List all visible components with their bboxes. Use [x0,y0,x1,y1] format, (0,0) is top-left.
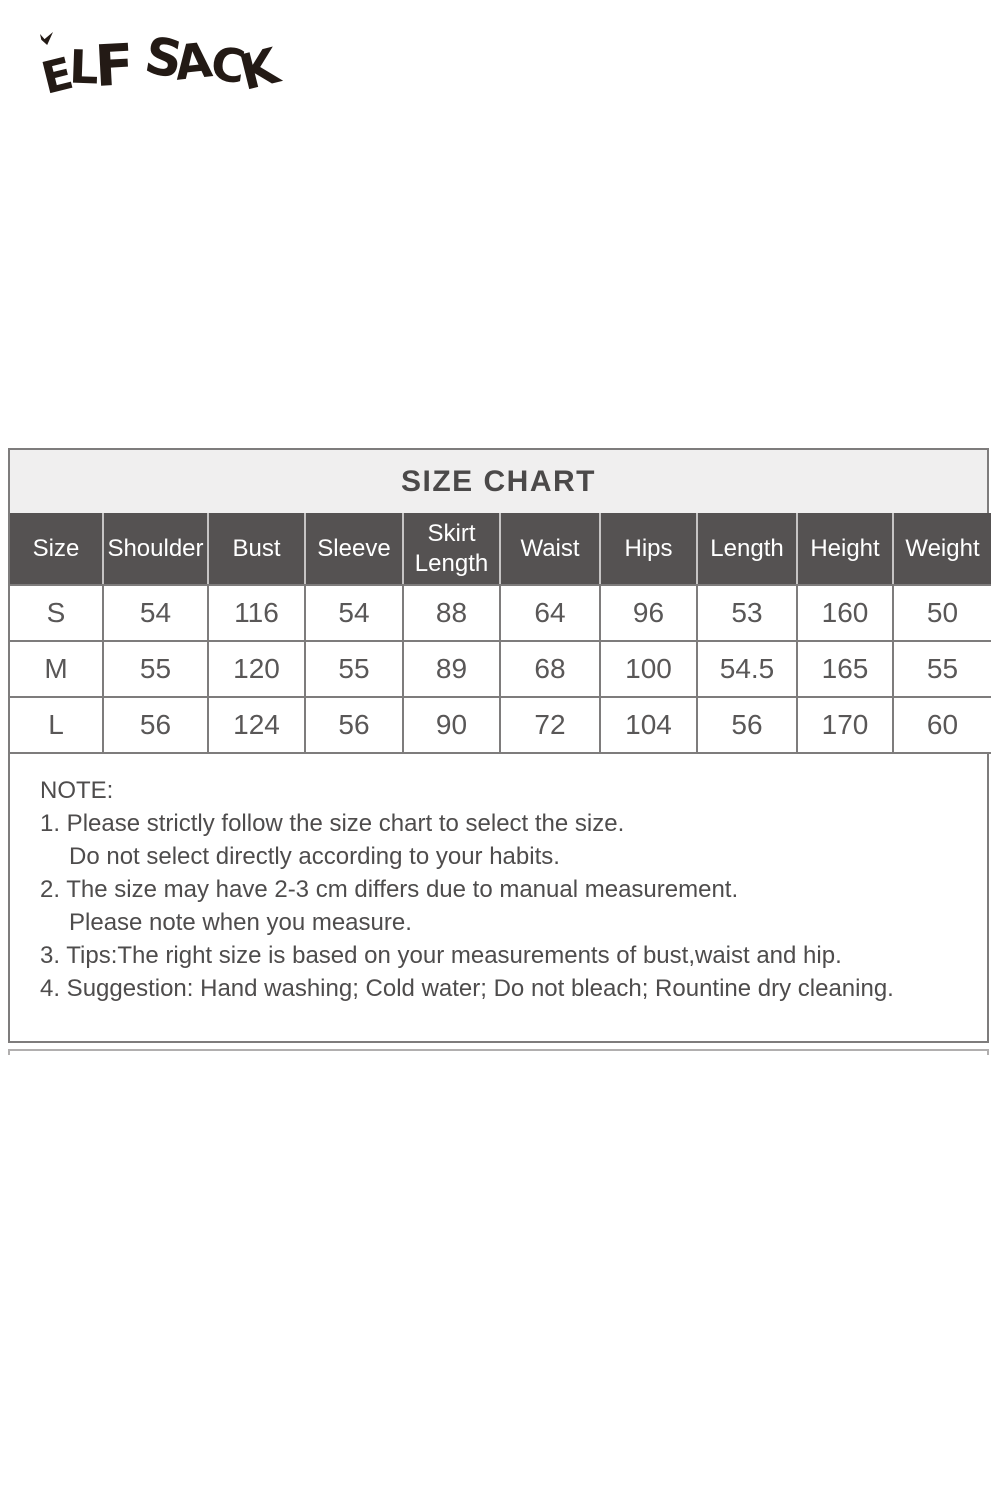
next-section-top-edge [8,1049,989,1055]
cell-value: 54.5 [696,640,798,698]
size-chart-panel: SIZE CHART Size Shoulder Bust Sleeve Ski… [8,448,991,1043]
size-label: M [10,640,104,698]
logo-letter: F [93,32,136,100]
cell-value: 55 [102,640,209,698]
logo-letter: K [233,37,285,102]
col-header-hips: Hips [599,513,697,586]
cell-value: 96 [599,584,698,642]
cell-value: 100 [599,640,698,698]
notes-heading: NOTE: [40,777,114,804]
col-header-sleeve: Sleeve [304,513,403,586]
size-chart-title: SIZE CHART [10,450,987,513]
note-line: Please note when you measure. [69,909,412,936]
cell-value: 56 [102,696,209,754]
cell-value: 170 [796,696,894,754]
cell-value: 60 [892,696,991,754]
cell-value: 54 [102,584,209,642]
cell-value: 160 [796,584,894,642]
cell-value: 88 [402,584,501,642]
col-header-length: Length [696,513,797,586]
col-header-waist: Waist [499,513,600,586]
cell-value: 56 [696,696,798,754]
col-header-skirt-length: Skirt Length [402,513,500,586]
elfsack-logo: E L F S A C K [37,26,285,104]
cell-value: 53 [696,584,798,642]
note-line: 1. Please strictly follow the size chart… [40,810,625,837]
cell-value: 56 [304,696,404,754]
table-row-l: L 56 124 56 90 72 104 56 170 60 [10,696,991,754]
note-line: 2. The size may have 2-3 cm differs due … [40,876,739,903]
cell-value: 50 [892,584,991,642]
cell-value: 104 [599,696,698,754]
table-row-s: S 54 116 54 88 64 96 53 160 50 [10,584,991,642]
cell-value: 89 [402,640,501,698]
size-label: L [10,696,104,754]
cell-value: 90 [402,696,501,754]
cell-value: 55 [892,640,991,698]
col-header-bust: Bust [207,513,305,586]
cell-value: 72 [499,696,601,754]
cell-value: 54 [304,584,404,642]
note-line: 3. Tips:The right size is based on your … [40,942,842,969]
cell-value: 120 [207,640,306,698]
size-label: S [10,584,104,642]
col-header-shoulder: Shoulder [102,513,208,586]
note-line: 4. Suggestion: Hand washing; Cold water;… [40,975,894,1002]
note-line: Do not select directly according to your… [69,843,560,870]
col-header-weight: Weight [892,513,991,586]
table-header-row: Size Shoulder Bust Sleeve Skirt Length W… [10,513,991,586]
cell-value: 116 [207,584,306,642]
cell-value: 165 [796,640,894,698]
cell-value: 68 [499,640,601,698]
logo-accent-mark [40,32,53,45]
cell-value: 64 [499,584,601,642]
col-header-height: Height [796,513,893,586]
cell-value: 55 [304,640,404,698]
notes-section: NOTE: 1. Please strictly follow the size… [10,754,987,1041]
col-header-size: Size [10,513,103,586]
size-table: Size Shoulder Bust Sleeve Skirt Length W… [10,513,991,754]
cell-value: 124 [207,696,306,754]
table-row-m: M 55 120 55 89 68 100 54.5 165 55 [10,640,991,698]
